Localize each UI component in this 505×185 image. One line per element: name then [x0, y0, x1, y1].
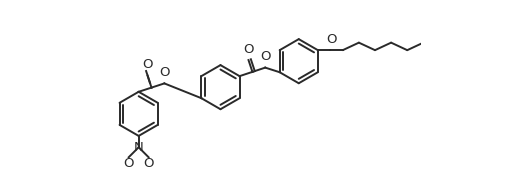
Text: O: O — [260, 50, 271, 63]
Text: O: O — [143, 157, 154, 170]
Text: O: O — [243, 43, 254, 56]
Text: O: O — [123, 157, 134, 170]
Text: O: O — [159, 66, 170, 79]
Text: N: N — [134, 141, 143, 154]
Text: O: O — [142, 58, 153, 71]
Text: O: O — [326, 33, 337, 46]
